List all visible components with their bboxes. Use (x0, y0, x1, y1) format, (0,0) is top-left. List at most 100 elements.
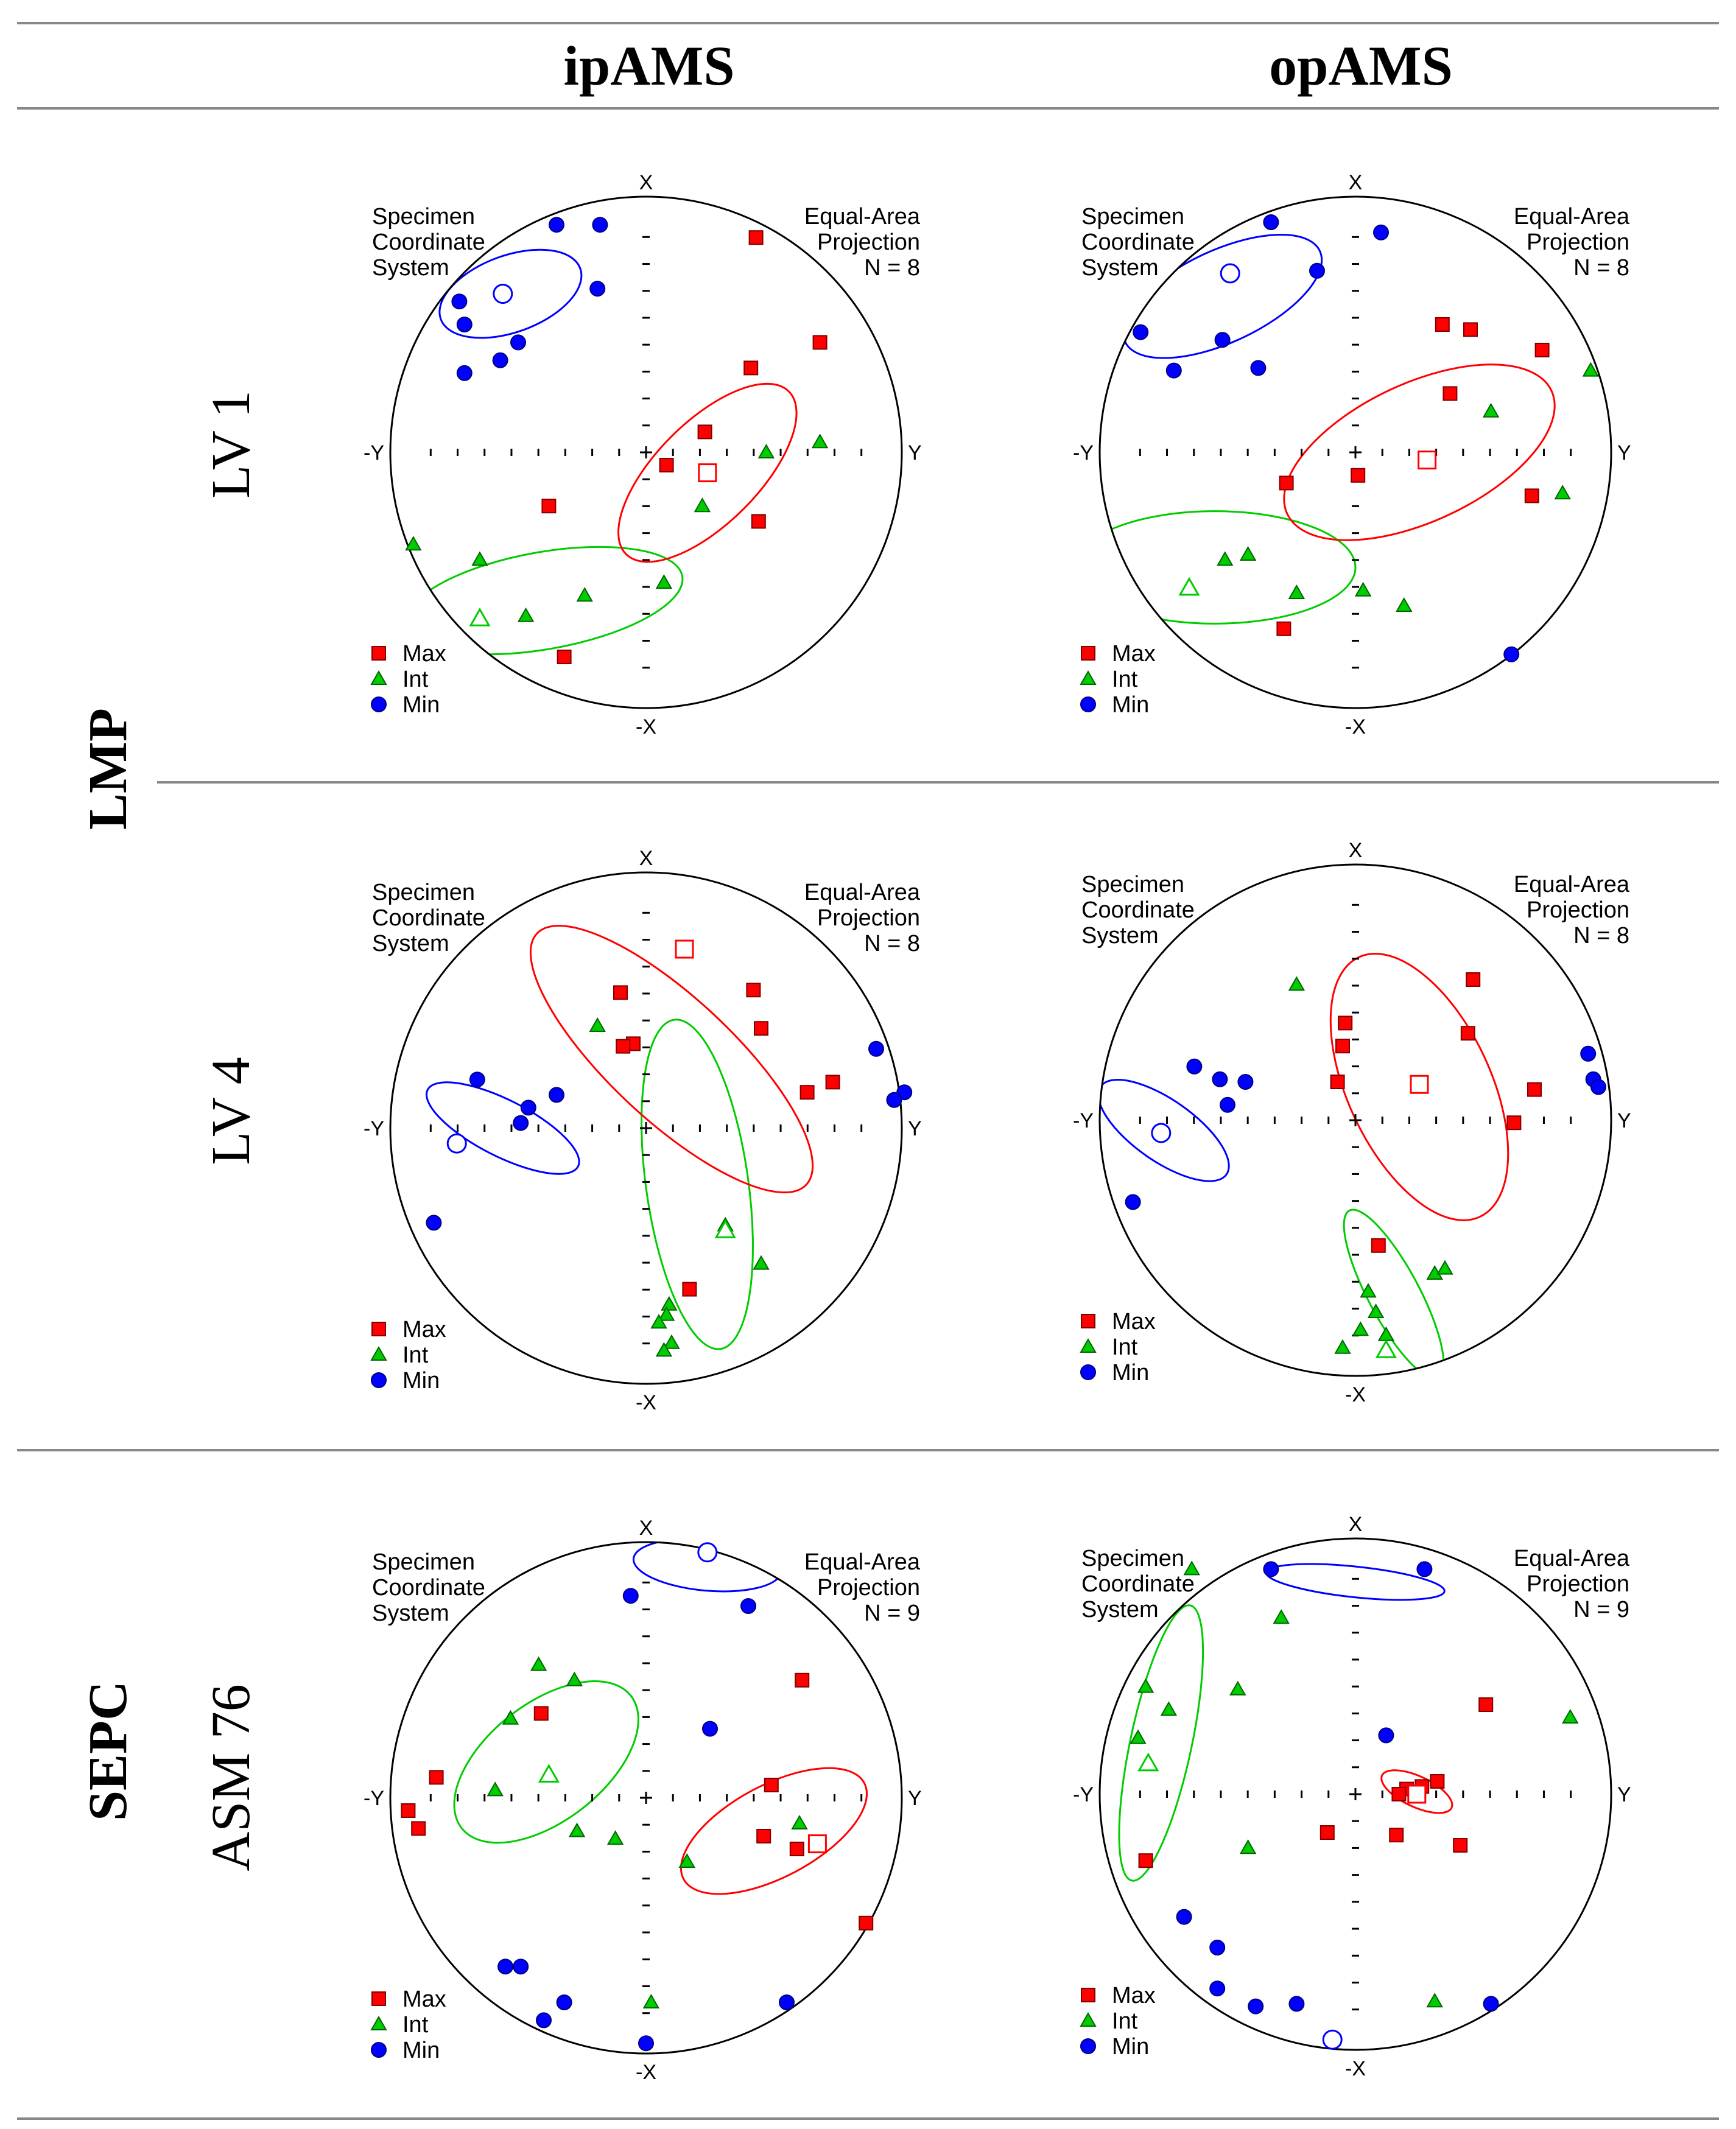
legend-max-label: Max (402, 1987, 446, 2012)
int-axis-point (405, 536, 422, 551)
n-label: N = 9 (1573, 1597, 1629, 1622)
min-axis-point (638, 2035, 654, 2052)
min-axis-point (592, 217, 608, 233)
int-axis-point (606, 1830, 624, 1845)
min-axis-point (513, 1959, 529, 1975)
min-axis-point (426, 1215, 442, 1231)
int-axis-point (1554, 485, 1571, 500)
max-axis-point (541, 499, 557, 514)
min-axis-point (497, 1959, 513, 1975)
legend-max-label: Max (402, 1317, 446, 1342)
legend-max-marker (371, 646, 386, 661)
int-axis-point (566, 1671, 583, 1686)
legend-min-label: Min (402, 692, 440, 718)
axis-label-neg-y: -Y (1073, 1109, 1094, 1132)
n-label: N = 9 (864, 1601, 920, 1626)
int-axis-point (1130, 1729, 1147, 1744)
min-axis-point (1125, 1194, 1141, 1210)
max-axis-point (748, 230, 764, 245)
mean-max-point (807, 1834, 827, 1854)
group-rule (17, 1449, 1719, 1451)
confidence-ellipse-int (1343, 1208, 1445, 1376)
max-axis-point (795, 1672, 810, 1688)
legend-min-label: Min (1112, 692, 1149, 718)
min-axis-point (510, 334, 526, 351)
confidence-ellipses (1118, 1563, 1453, 1882)
legend-int-marker (1080, 2012, 1097, 2027)
int-axis-point (1288, 584, 1306, 599)
int-axis-point (1217, 551, 1234, 566)
max-axis-point (1478, 1697, 1494, 1712)
legend-int-marker (370, 2015, 387, 2030)
min-axis-point (456, 365, 473, 381)
mean-int-point (469, 607, 491, 626)
projection-label: Projection (1527, 897, 1629, 923)
min-axis-point (886, 1092, 902, 1108)
int-axis-point (1288, 976, 1306, 991)
max-axis-point (533, 1706, 549, 1721)
max-axis-point (1138, 1853, 1153, 1868)
legend-min-marker (1080, 1364, 1096, 1380)
column-header-ipams: ipAMS (563, 35, 735, 97)
max-axis-point (401, 1803, 416, 1818)
max-axis-point (743, 360, 759, 376)
int-axis-point (471, 551, 488, 566)
projection-label: Equal-Area (1514, 1546, 1630, 1571)
min-axis-point (1416, 1561, 1433, 1577)
legend-min-marker (1080, 696, 1096, 712)
int-axis-point (1426, 1993, 1443, 2008)
min-axis-point (779, 1994, 795, 2010)
projection-label: Equal-Area (804, 204, 921, 230)
coordinate-system-label: System (372, 255, 449, 281)
axis-label-y: Y (1617, 1783, 1631, 1806)
coordinate-system-label: Specimen (372, 1549, 475, 1575)
max-axis-point (751, 514, 766, 529)
min-axis-point (451, 293, 468, 310)
int-axis-point (1160, 1701, 1178, 1716)
max-axis-point (429, 1770, 444, 1785)
primitive-circle (1098, 1537, 1612, 2051)
mean-max-point (1418, 451, 1437, 470)
confidence-ellipses (404, 248, 798, 656)
mean-int-point (1178, 577, 1200, 596)
int-axis-point (678, 1853, 695, 1868)
mean-max-point (1410, 1075, 1429, 1094)
min-axis-point (1503, 646, 1520, 662)
row-label-lv1: LV 1 (201, 390, 261, 499)
coordinate-system-label: Coordinate (1081, 1571, 1195, 1597)
max-axis-point (789, 1842, 804, 1856)
min-axis-point (1288, 1996, 1305, 2012)
min-axis-point (1237, 1074, 1254, 1090)
int-axis-point (658, 1306, 675, 1321)
projection-label: Equal-Area (1514, 872, 1630, 897)
n-label: N = 8 (864, 255, 920, 281)
axis-label-y: Y (908, 1787, 922, 1810)
int-axis-point (576, 587, 593, 602)
max-axis-point (764, 1778, 779, 1792)
min-axis-point (1263, 214, 1279, 230)
mean-max-point (698, 463, 717, 483)
axis-label-neg-y: -Y (364, 1787, 384, 1810)
primitive-circle (1098, 863, 1612, 1377)
legend-int-label: Int (402, 1342, 429, 1368)
legend-int-marker (1080, 670, 1097, 685)
column-header-opams: opAMS (1269, 35, 1453, 97)
legend-min-marker (371, 696, 387, 712)
coordinate-system-label: System (1081, 923, 1159, 949)
int-axis-point (1183, 1560, 1200, 1576)
int-axis-point (1436, 1260, 1453, 1275)
confidence-ellipse-min (426, 1081, 580, 1175)
max-axis-point (859, 1915, 874, 1931)
max-axis-point (754, 1021, 768, 1036)
max-axis-point (1391, 1787, 1407, 1801)
min-axis-point (469, 1072, 485, 1088)
group-label-lmp: LMP (78, 708, 138, 830)
max-axis-point (1330, 1075, 1345, 1089)
max-axis-point (1466, 972, 1481, 987)
int-axis-point (1334, 1339, 1351, 1354)
mean-min-point (1322, 2029, 1343, 2050)
